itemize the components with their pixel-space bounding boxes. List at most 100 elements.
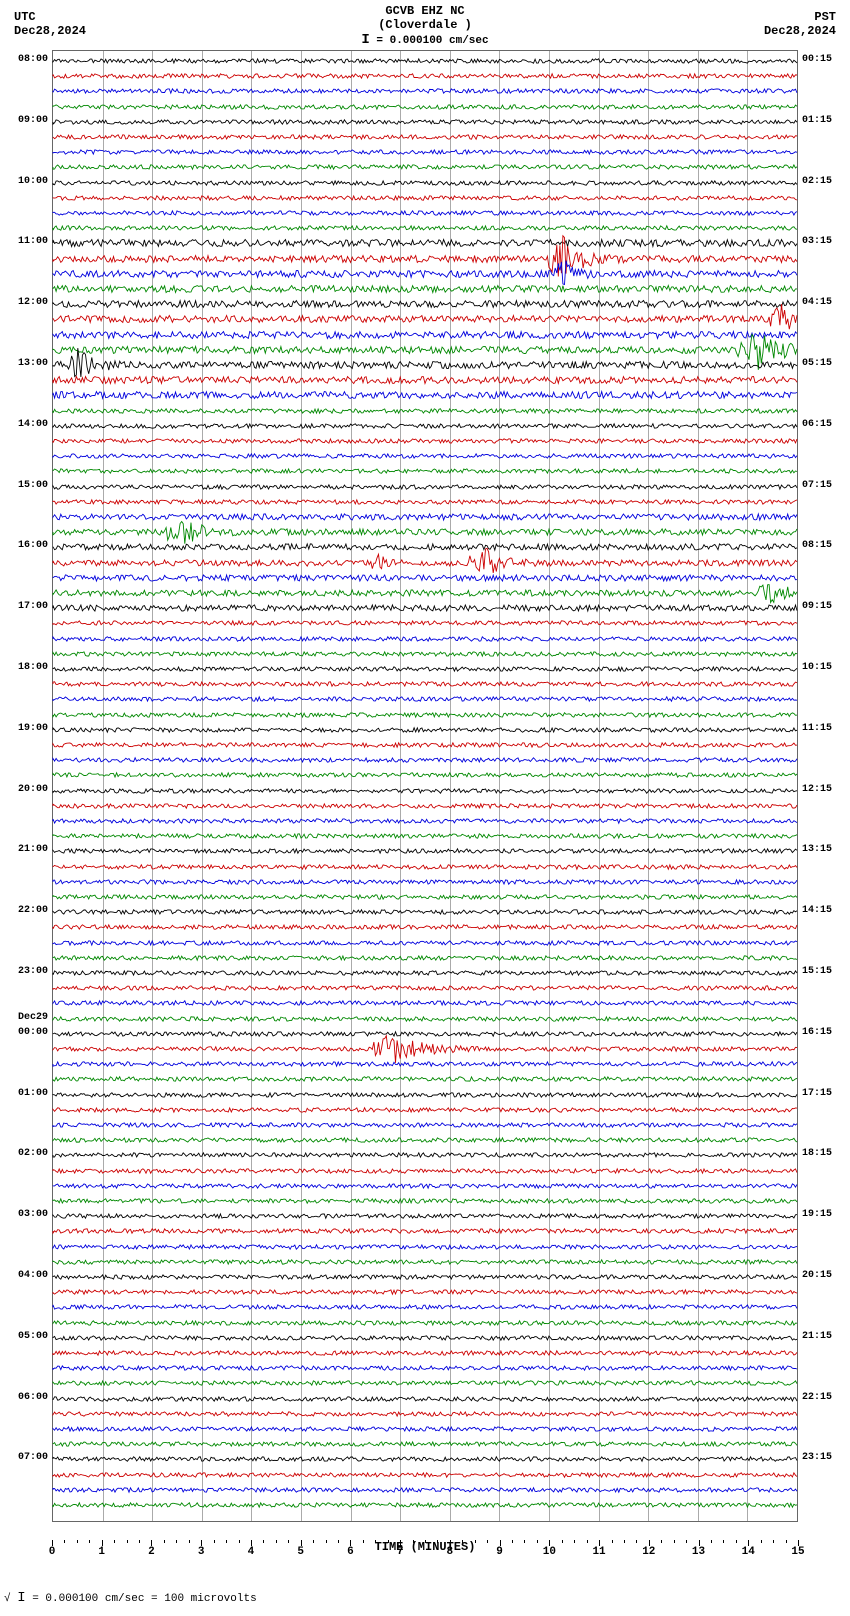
utc-hour-label: 22:00 xyxy=(18,905,48,916)
pst-hour-label: 05:15 xyxy=(802,358,832,369)
utc-hour-label: 08:00 xyxy=(18,54,48,65)
pst-hour-label: 13:15 xyxy=(802,844,832,855)
x-minor-tick xyxy=(773,1540,774,1543)
x-tick-label: 2 xyxy=(148,1546,155,1558)
utc-hour-label: 15:00 xyxy=(18,480,48,491)
x-minor-tick xyxy=(375,1540,376,1543)
pst-hour-label: 04:15 xyxy=(802,297,832,308)
utc-hour-label: 17:00 xyxy=(18,601,48,612)
x-minor-tick xyxy=(661,1540,662,1543)
utc-hour-label: 23:00 xyxy=(18,966,48,977)
x-minor-tick xyxy=(239,1540,240,1543)
x-tick-label: 13 xyxy=(692,1546,705,1558)
x-tick-label: 10 xyxy=(543,1546,556,1558)
x-minor-tick xyxy=(437,1540,438,1543)
utc-hour-label: 02:00 xyxy=(18,1148,48,1159)
x-minor-tick xyxy=(114,1540,115,1543)
x-minor-tick xyxy=(524,1540,525,1543)
pst-hour-label: 06:15 xyxy=(802,419,832,430)
x-tick-label: 6 xyxy=(347,1546,354,1558)
x-minor-tick xyxy=(786,1540,787,1543)
utc-hour-label: 16:00 xyxy=(18,540,48,551)
utc-hour-label: 00:00 xyxy=(18,1027,48,1038)
x-tick-label: 0 xyxy=(49,1546,56,1558)
pst-hour-label: 03:15 xyxy=(802,236,832,247)
x-tick-label: 14 xyxy=(742,1546,755,1558)
x-tick-label: 4 xyxy=(248,1546,255,1558)
pst-hour-label: 07:15 xyxy=(802,480,832,491)
x-tick-label: 8 xyxy=(447,1546,454,1558)
x-axis: TIME (MINUTES) 0123456789101112131415 xyxy=(52,1540,798,1580)
x-minor-tick xyxy=(512,1540,513,1543)
pst-hour-label: 15:15 xyxy=(802,966,832,977)
x-minor-tick xyxy=(723,1540,724,1543)
x-minor-tick xyxy=(363,1540,364,1543)
station-code: GCVB EHZ NC xyxy=(0,4,850,18)
x-tick-label: 9 xyxy=(496,1546,503,1558)
x-minor-tick xyxy=(587,1540,588,1543)
x-minor-tick xyxy=(761,1540,762,1543)
x-minor-tick xyxy=(313,1540,314,1543)
x-minor-tick xyxy=(288,1540,289,1543)
utc-hour-label: 03:00 xyxy=(18,1209,48,1220)
pst-hour-label: 21:15 xyxy=(802,1331,832,1342)
pst-hour-label: 16:15 xyxy=(802,1027,832,1038)
utc-hour-label: 21:00 xyxy=(18,844,48,855)
utc-hour-label: 18:00 xyxy=(18,662,48,673)
utc-time-labels: 08:0009:0010:0011:0012:0013:0014:0015:00… xyxy=(14,50,50,1522)
x-minor-tick xyxy=(176,1540,177,1543)
utc-hour-label: 19:00 xyxy=(18,723,48,734)
x-minor-tick xyxy=(636,1540,637,1543)
x-minor-tick xyxy=(77,1540,78,1543)
x-tick-label: 5 xyxy=(297,1546,304,1558)
utc-hour-label: 13:00 xyxy=(18,358,48,369)
utc-hour-label: 20:00 xyxy=(18,784,48,795)
x-minor-tick xyxy=(338,1540,339,1543)
x-minor-tick xyxy=(711,1540,712,1543)
x-minor-tick xyxy=(388,1540,389,1543)
x-minor-tick xyxy=(189,1540,190,1543)
utc-hour-label: 07:00 xyxy=(18,1452,48,1463)
x-minor-tick xyxy=(574,1540,575,1543)
pst-hour-label: 08:15 xyxy=(802,540,832,551)
x-minor-tick xyxy=(425,1540,426,1543)
pst-hour-label: 17:15 xyxy=(802,1088,832,1099)
utc-hour-label: 04:00 xyxy=(18,1270,48,1281)
x-minor-tick xyxy=(736,1540,737,1543)
x-tick-label: 3 xyxy=(198,1546,205,1558)
x-minor-tick xyxy=(89,1540,90,1543)
x-minor-tick xyxy=(624,1540,625,1543)
date-marker: Dec29 xyxy=(18,1012,48,1023)
seismogram-trace xyxy=(53,1480,797,1530)
pst-time-labels: 00:1501:1502:1503:1504:1505:1506:1507:15… xyxy=(800,50,836,1522)
utc-hour-label: 06:00 xyxy=(18,1392,48,1403)
utc-hour-label: 05:00 xyxy=(18,1331,48,1342)
x-minor-tick xyxy=(612,1540,613,1543)
pst-hour-label: 02:15 xyxy=(802,176,832,187)
pst-hour-label: 18:15 xyxy=(802,1148,832,1159)
utc-hour-label: 14:00 xyxy=(18,419,48,430)
utc-hour-label: 11:00 xyxy=(18,236,48,247)
x-minor-tick xyxy=(164,1540,165,1543)
x-tick-label: 1 xyxy=(98,1546,105,1558)
x-minor-tick xyxy=(127,1540,128,1543)
footer-scale: √ I = 0.000100 cm/sec = 100 microvolts xyxy=(4,1590,846,1606)
x-minor-tick xyxy=(64,1540,65,1543)
x-minor-tick xyxy=(226,1540,227,1543)
x-minor-tick xyxy=(276,1540,277,1543)
helicorder-plot: 08:0009:0010:0011:0012:0013:0014:0015:00… xyxy=(14,50,836,1522)
utc-hour-label: 09:00 xyxy=(18,115,48,126)
x-minor-tick xyxy=(263,1540,264,1543)
x-minor-tick xyxy=(487,1540,488,1543)
pst-hour-label: 20:15 xyxy=(802,1270,832,1281)
x-tick-label: 11 xyxy=(592,1546,605,1558)
x-minor-tick xyxy=(326,1540,327,1543)
x-minor-tick xyxy=(475,1540,476,1543)
pst-hour-label: 23:15 xyxy=(802,1452,832,1463)
x-tick-label: 15 xyxy=(791,1546,804,1558)
station-location: (Cloverdale ) xyxy=(0,18,850,32)
pst-hour-label: 09:15 xyxy=(802,601,832,612)
x-minor-tick xyxy=(686,1540,687,1543)
x-minor-tick xyxy=(139,1540,140,1543)
plot-area xyxy=(52,50,798,1522)
